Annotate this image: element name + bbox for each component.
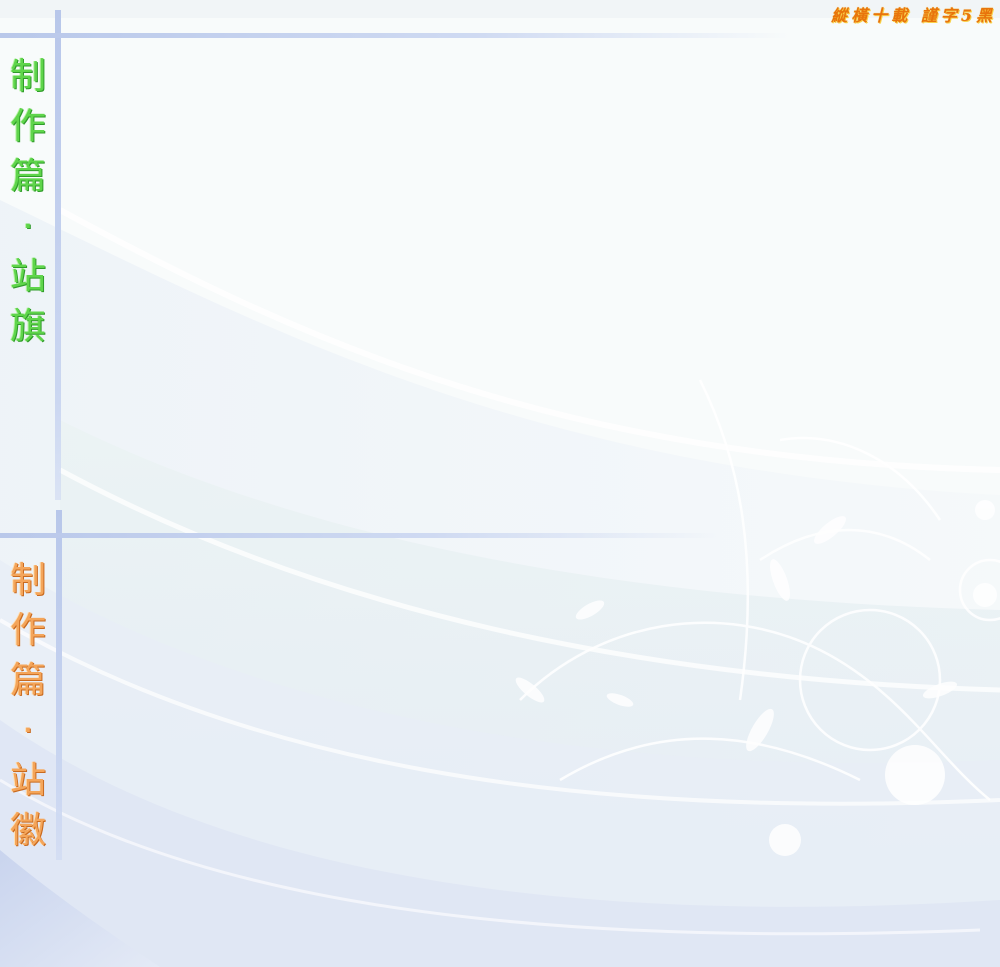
- title-char: 站: [9, 760, 46, 801]
- title-char: 篇: [9, 660, 46, 701]
- section-title-emblem: 制 作 篇 · 站 徽: [0, 556, 56, 856]
- title-char: 徽: [9, 810, 46, 851]
- title-char: 作: [9, 106, 46, 147]
- title-char: ·: [22, 710, 34, 751]
- section-divider-horizontal: [0, 533, 720, 538]
- title-char: ·: [22, 206, 34, 247]
- flower-shapes: [515, 500, 997, 856]
- title-char: 制: [9, 56, 46, 97]
- title-char: 旗: [9, 306, 46, 347]
- brand-logo-text: 縱橫十載 謹字5黑: [831, 6, 996, 25]
- section-title-flag: 制 作 篇 · 站 旗: [0, 52, 56, 352]
- title-char: 制: [9, 560, 46, 601]
- title-char: 作: [9, 610, 46, 651]
- title-char: 篇: [9, 156, 46, 197]
- section-divider-horizontal: [0, 33, 790, 38]
- section-divider-vertical: [55, 10, 61, 500]
- section-divider-vertical: [56, 510, 62, 860]
- title-char: 站: [9, 256, 46, 297]
- floral-ornament: [519, 379, 1000, 801]
